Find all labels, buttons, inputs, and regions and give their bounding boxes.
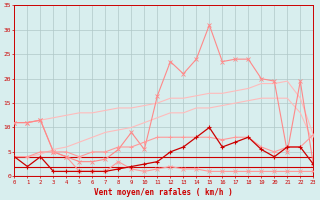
X-axis label: Vent moyen/en rafales ( km/h ): Vent moyen/en rafales ( km/h ) (94, 188, 233, 197)
